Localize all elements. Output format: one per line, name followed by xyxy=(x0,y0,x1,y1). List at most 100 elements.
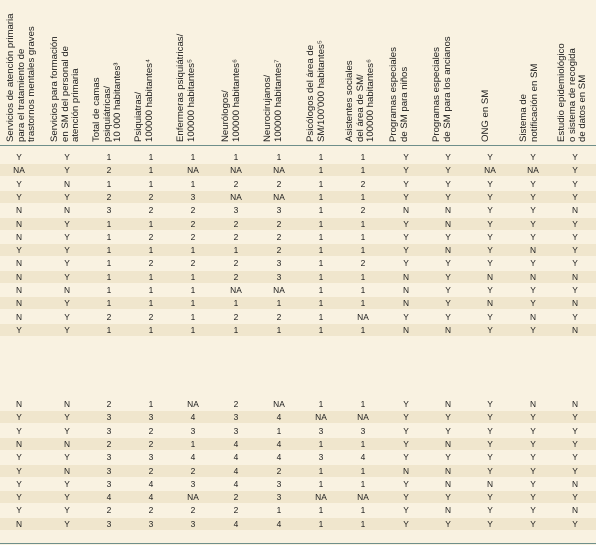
table-cell: Y xyxy=(487,218,493,229)
table-cell: N xyxy=(402,298,410,309)
table-row: Y Y 3 3 4 4 4 3 4 Y Y Y Y Y xyxy=(0,451,596,463)
table-cell: 1 xyxy=(148,324,154,335)
table-cell: N xyxy=(15,258,23,269)
table-cell: N xyxy=(15,285,23,295)
table-cell: Y xyxy=(64,165,70,176)
column-header-line: 100000 habitantes⁶ xyxy=(230,59,242,142)
table-cell: 2 xyxy=(276,311,282,322)
table-cell: Y xyxy=(530,412,536,423)
table-cell: Y xyxy=(64,191,70,202)
column-header-line: Neurocirujanos/ xyxy=(262,74,273,142)
table-cell: 3 xyxy=(148,452,154,463)
table-cell: Y xyxy=(64,245,70,256)
table-cell: Y xyxy=(64,258,70,269)
table-cell: NA xyxy=(315,492,327,503)
table-cell: 1 xyxy=(318,245,324,256)
table-cell: 1 xyxy=(148,285,154,295)
table-row: Y Y 1 1 1 1 2 1 1 Y N Y N Y xyxy=(0,244,596,257)
column-header-line: Psiquiatras/ xyxy=(133,91,144,142)
table-cell: 1 xyxy=(360,324,366,335)
table-cell: N xyxy=(529,271,537,282)
table-cell: Y xyxy=(530,191,536,202)
table-cell: 1 xyxy=(190,311,196,322)
table-cell: 1 xyxy=(106,245,112,256)
table-cell: 1 xyxy=(148,165,154,176)
table-cell: Y xyxy=(445,285,451,295)
table-cell: 2 xyxy=(106,191,112,202)
table-cell: 1 xyxy=(148,298,154,309)
table-cell: Y xyxy=(487,518,493,529)
table-cell: 2 xyxy=(190,465,196,476)
table-cell: Y xyxy=(487,285,493,295)
table-cell: Y xyxy=(445,518,451,529)
table-cell: 3 xyxy=(190,478,196,489)
table-cell: 3 xyxy=(148,412,154,423)
table-cell: 4 xyxy=(233,518,239,529)
table-cell: 1 xyxy=(233,324,239,335)
table-cell: 1 xyxy=(318,231,324,242)
table-cell: N xyxy=(15,438,23,449)
table-cell: Y xyxy=(445,298,451,309)
table-cell: Y xyxy=(403,478,409,489)
table-cell: Y xyxy=(64,152,70,162)
table-row: Y Y 1 1 1 1 1 1 1 Y Y Y Y Y xyxy=(0,151,596,163)
table-cell: N xyxy=(15,311,23,322)
table-cell: 1 xyxy=(106,271,112,282)
column-header-line: Servicios para formación xyxy=(49,36,60,142)
table-cell: 1 xyxy=(148,152,154,162)
table-cell: 1 xyxy=(360,152,366,162)
table-cell: Y xyxy=(530,285,536,295)
table-cell: 1 xyxy=(360,438,366,449)
table-cell: Y xyxy=(572,245,578,256)
table-cell: Y xyxy=(445,425,451,436)
table-cell: Y xyxy=(530,218,536,229)
column-header-line: Programas especiales xyxy=(431,47,442,142)
column-header-line: Sistema de xyxy=(518,94,529,142)
table-cell: 2 xyxy=(148,425,154,436)
table-cell: 1 xyxy=(190,285,196,295)
table-cell: Y xyxy=(403,452,409,463)
table-cell: 3 xyxy=(106,452,112,463)
column-header-line: Neurólogos/ xyxy=(220,90,231,142)
table-cell: Y xyxy=(64,452,70,463)
column-header-line: Servicios de atención primaria xyxy=(5,13,16,142)
table-cell: 1 xyxy=(360,298,366,309)
table-cell: Y xyxy=(64,231,70,242)
column-header-9: Asistentes sociales del área de SM/100000… xyxy=(344,0,377,142)
column-header-line: Psicólogos del área de xyxy=(305,44,316,142)
table-cell: Y xyxy=(530,152,536,162)
table-cell: N xyxy=(63,465,71,476)
table-cell: 1 xyxy=(318,178,324,189)
table-cell: 3 xyxy=(233,425,239,436)
table-cell: N xyxy=(529,399,537,409)
table-row: N N 2 2 1 4 4 1 1 Y N Y Y Y xyxy=(0,437,596,450)
table-cell: 1 xyxy=(318,438,324,449)
table-cell: N xyxy=(571,478,579,489)
table-cell: Y xyxy=(572,518,578,529)
table-cell: 1 xyxy=(106,258,112,269)
table-cell: Y xyxy=(572,285,578,295)
table-cell: 1 xyxy=(360,399,366,409)
table-cell: 4 xyxy=(190,452,196,463)
table-cell: 1 xyxy=(360,478,366,489)
table-row: Y N 3 2 2 4 2 1 1 N N Y Y Y xyxy=(0,464,596,477)
column-header-line: ONG en SM xyxy=(480,89,491,142)
table-row: N Y 1 1 1 1 1 1 1 N Y N Y N xyxy=(0,297,596,310)
table-cell: Y xyxy=(487,205,493,216)
table-cell: 2 xyxy=(190,505,196,516)
table-cell: Y xyxy=(572,231,578,242)
column-header-11: Programas especiales de SM para los ancia… xyxy=(431,0,453,142)
table-cell: Y xyxy=(530,478,536,489)
table-cell: 2 xyxy=(276,465,282,476)
table-cell: 2 xyxy=(148,231,154,242)
table-cell: 2 xyxy=(233,178,239,189)
table-cell: 1 xyxy=(318,324,324,335)
table-cell: 4 xyxy=(276,452,282,463)
table-cell: 1 xyxy=(276,152,282,162)
table-cell: 4 xyxy=(276,412,282,423)
table-cell: Y xyxy=(16,324,22,335)
table-cell: 2 xyxy=(190,218,196,229)
table-cell: 1 xyxy=(276,505,282,516)
table-cell: Y xyxy=(487,465,493,476)
table-cell: 1 xyxy=(318,399,324,409)
